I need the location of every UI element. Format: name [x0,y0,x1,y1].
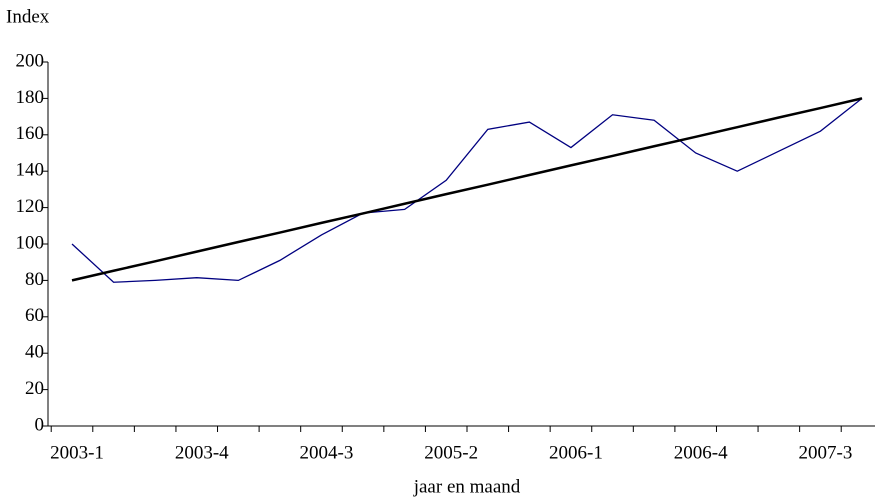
y-tick-label: 180 [16,87,45,108]
x-tick-label: 2007-3 [799,442,853,463]
y-tick-label: 120 [16,196,45,217]
y-tick-label: 140 [16,160,45,181]
y-tick-label: 160 [16,123,45,144]
x-tick-label: 2006-1 [549,442,603,463]
y-tick-label: 20 [25,378,44,399]
x-tick-label: 2003-4 [175,442,229,463]
y-tick-label: 40 [25,342,44,363]
x-tick-label: 2005-2 [424,442,478,463]
series-line [71,97,863,283]
y-tick-label: 100 [16,232,45,253]
y-tick-label: 80 [25,269,44,290]
x-axis-label: jaar en maand [413,476,521,497]
y-tick-label: 200 [16,50,45,71]
y-axis-label: Index [6,6,50,27]
series-line [71,97,863,282]
y-tick-label: 60 [25,305,44,326]
x-tick-label: 2003-1 [50,442,104,463]
x-tick-label: 2006-4 [674,442,728,463]
y-tick-label: 0 [35,414,45,435]
x-tick-label: 2004-3 [300,442,354,463]
